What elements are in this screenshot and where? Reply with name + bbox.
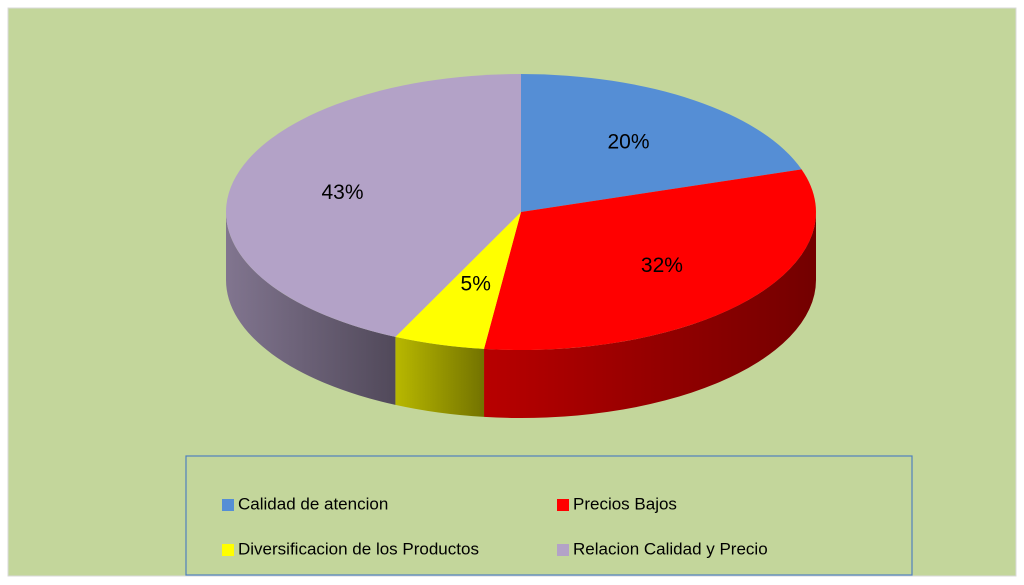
- legend-label: Precios Bajos: [573, 494, 677, 513]
- pie-slice: [225, 74, 521, 337]
- legend-label: Diversificacion de los Productos: [238, 539, 479, 558]
- data-label: 43%: [321, 181, 363, 204]
- legend-swatch: [222, 544, 234, 556]
- pie-slice: [484, 169, 816, 350]
- legend-box: [185, 455, 913, 576]
- legend-label: Relacion Calidad y Precio: [573, 539, 768, 558]
- data-label: 20%: [607, 130, 649, 153]
- pie-side: [484, 212, 816, 418]
- legend-label: Calidad de atencion: [238, 494, 388, 513]
- pie-side: [226, 212, 396, 405]
- data-label: 5%: [461, 272, 491, 295]
- pie-side: [395, 336, 485, 417]
- legend-swatch: [557, 544, 569, 556]
- legend-swatch: [557, 499, 569, 511]
- pie-slice: [521, 74, 802, 212]
- legend-swatch: [222, 499, 234, 511]
- data-label: 32%: [641, 254, 683, 277]
- pie-slice: [395, 212, 521, 349]
